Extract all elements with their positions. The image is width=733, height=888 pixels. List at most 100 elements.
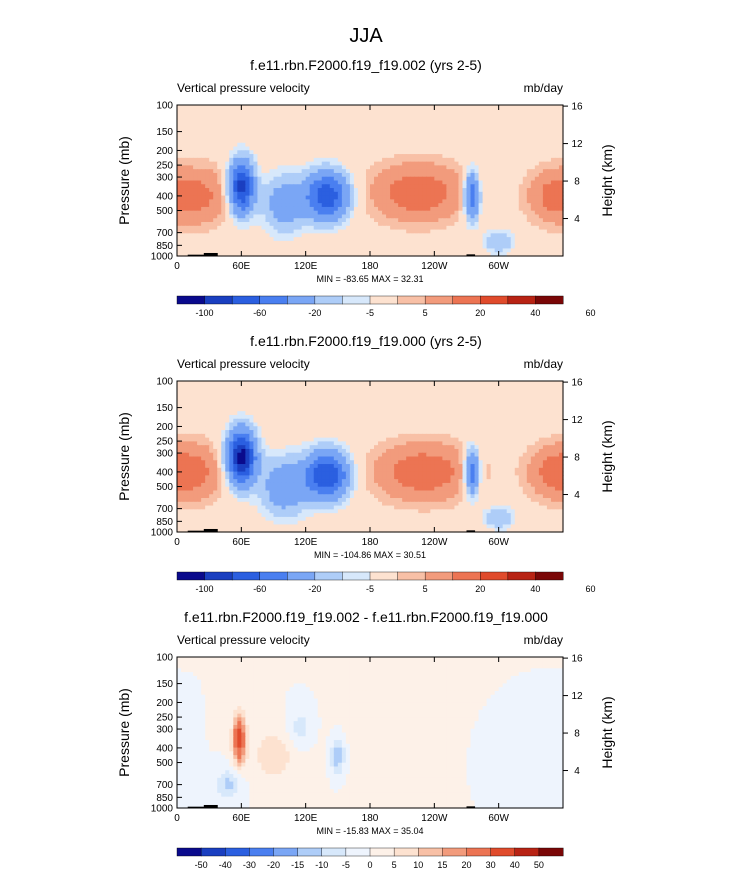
field-cell <box>558 240 564 246</box>
field-cell <box>273 180 279 185</box>
field-cell <box>422 154 427 159</box>
field-cell <box>454 120 460 125</box>
field-cell <box>394 172 399 178</box>
field-cell <box>233 188 238 193</box>
field-cell <box>378 116 383 121</box>
field-cell <box>345 252 351 257</box>
field-cell <box>490 135 496 140</box>
field-cell <box>546 206 552 212</box>
field-cell <box>390 188 395 193</box>
field-cell <box>478 157 484 163</box>
field-cell <box>398 392 403 397</box>
field-cell <box>386 210 391 216</box>
field-cell <box>542 157 548 163</box>
field-cell <box>426 396 431 401</box>
field-cell <box>365 142 371 148</box>
field-cell <box>406 403 411 409</box>
field-cell <box>558 411 564 416</box>
field-cell <box>229 396 234 401</box>
field-cell <box>289 214 295 219</box>
field-cell <box>297 396 303 401</box>
field-cell <box>522 418 528 424</box>
field-cell <box>241 146 246 151</box>
field-cell <box>229 169 234 174</box>
field-cell <box>209 191 214 197</box>
field-cell <box>329 105 335 110</box>
field-cell <box>265 233 271 238</box>
field-cell <box>241 184 246 189</box>
field-cell <box>542 214 548 219</box>
field-cell <box>273 203 279 208</box>
field-cell <box>530 218 536 223</box>
field-cell <box>309 188 315 193</box>
field-cell <box>189 225 194 231</box>
field-cell <box>321 225 327 231</box>
field-cell <box>466 108 472 114</box>
field-cell <box>426 199 431 204</box>
field-cell <box>530 411 536 416</box>
field-cell <box>333 206 339 212</box>
field-cell <box>333 199 339 204</box>
field-cell <box>498 188 504 193</box>
field-cell <box>442 176 447 182</box>
field-cell <box>341 188 347 193</box>
field-cell <box>526 414 532 420</box>
field-cell <box>269 392 275 397</box>
field-cell <box>193 237 198 242</box>
field-cell <box>418 229 423 234</box>
field-cell <box>293 237 299 242</box>
field-cell <box>189 180 194 185</box>
field-cell <box>422 407 427 412</box>
field-cell <box>462 244 468 250</box>
field-cell <box>470 195 476 200</box>
field-cell <box>177 237 182 242</box>
field-cell <box>229 218 234 223</box>
field-cell <box>534 195 540 200</box>
field-cell <box>406 116 411 121</box>
field-cell <box>357 131 363 136</box>
field-cell <box>422 127 427 133</box>
field-cell <box>177 180 182 185</box>
field-cell <box>410 214 415 219</box>
field-cell <box>534 414 540 420</box>
field-cell <box>394 146 399 151</box>
field-cell <box>470 169 476 174</box>
field-cell <box>185 203 190 208</box>
field-cell <box>474 240 480 246</box>
field-cell <box>333 105 339 110</box>
field-cell <box>277 222 283 227</box>
field-cell <box>454 138 460 144</box>
field-cell <box>273 154 279 159</box>
field-cell <box>337 392 343 397</box>
field-cell <box>341 403 347 409</box>
field-cell <box>257 225 263 231</box>
field-cell <box>181 392 186 397</box>
field-cell <box>321 191 327 197</box>
field-cell <box>514 150 520 155</box>
field-cell <box>390 203 395 208</box>
field-cell <box>305 150 311 155</box>
field-cell <box>430 180 435 185</box>
field-cell <box>261 248 267 253</box>
field-cell <box>474 381 480 386</box>
field-cell <box>253 116 259 121</box>
field-cell <box>177 199 182 204</box>
field-cell <box>277 116 283 121</box>
field-cell <box>438 237 443 242</box>
colorbar-box <box>369 295 399 305</box>
field-cell <box>305 203 311 208</box>
field-cell <box>317 184 323 189</box>
field-cell <box>297 222 303 227</box>
field-cell <box>245 195 250 200</box>
field-cell <box>430 244 435 250</box>
field-cell <box>257 116 263 121</box>
field-cell <box>542 229 548 234</box>
field-cell <box>534 403 540 409</box>
field-cell <box>265 199 271 204</box>
field-cell <box>297 146 303 151</box>
field-cell <box>349 116 355 121</box>
field-cell <box>361 233 367 238</box>
field-cell <box>349 180 355 185</box>
field-cell <box>257 218 263 223</box>
field-cell <box>213 116 218 121</box>
